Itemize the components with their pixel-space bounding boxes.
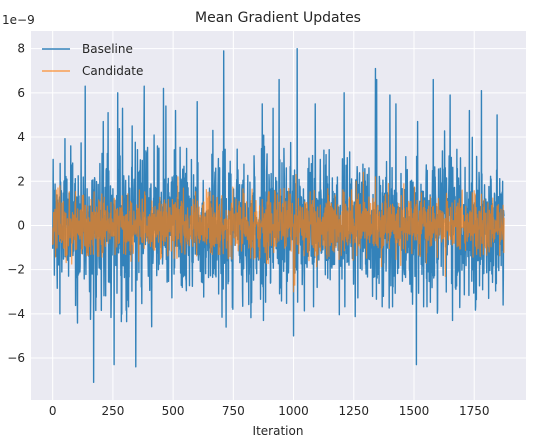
y-tick-label: 0 <box>17 218 25 232</box>
x-tick-label: 500 <box>162 404 185 418</box>
x-tick-label: 250 <box>101 404 124 418</box>
y-tick-label: 4 <box>17 130 25 144</box>
legend-label-baseline: Baseline <box>82 42 133 56</box>
y-scale-label: 1e−9 <box>2 13 35 27</box>
legend-label-candidate: Candidate <box>82 64 143 78</box>
series-line-candidate <box>52 171 505 293</box>
x-tick-label: 1500 <box>399 404 430 418</box>
x-tick-label: 1750 <box>459 404 490 418</box>
x-axis-label: Iteration <box>253 424 304 438</box>
tick-labels: 0 250 500 750 1000 1250 1500 1750 −6 −4 −2 0 2 4 6 8 <box>7 42 489 418</box>
y-tick-label: −6 <box>7 351 25 365</box>
series-layer <box>51 47 505 384</box>
x-tick-label: 750 <box>222 404 245 418</box>
y-tick-label: 6 <box>17 86 25 100</box>
y-tick-label: −2 <box>7 263 25 277</box>
y-tick-label: 2 <box>17 174 25 188</box>
y-tick-label: −4 <box>7 307 25 321</box>
legend: Baseline Candidate <box>42 42 143 78</box>
y-tick-label: 8 <box>17 42 25 56</box>
x-tick-label: 1000 <box>278 404 309 418</box>
x-tick-label: 1250 <box>339 404 370 418</box>
x-tick-label: 0 <box>49 404 57 418</box>
chart-title: Mean Gradient Updates <box>195 10 361 26</box>
